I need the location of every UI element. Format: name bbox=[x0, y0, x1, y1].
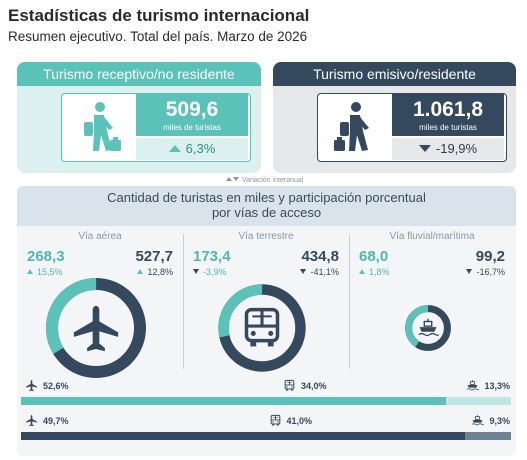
receptivo-slice bbox=[45, 278, 146, 378]
access-donut-chart bbox=[218, 284, 306, 372]
receptivo-card-title: Turismo receptivo/no residente bbox=[17, 62, 261, 86]
emisivo-value-box: 1.061,8 miles de turistas bbox=[392, 94, 504, 136]
walking-tourist-icon bbox=[84, 102, 121, 151]
emisivo-change-value: -19,9% bbox=[435, 141, 478, 156]
receptivo-share-segment bbox=[21, 397, 279, 405]
receptivo-card: Turismo receptivo/no residente 509,6 mil… bbox=[17, 62, 261, 173]
emisivo-card: Turismo emisivo/residente 1.061,8 miles … bbox=[273, 62, 516, 173]
receptivo-share-labels: 52,6% 34,0% 13,3% bbox=[17, 379, 516, 393]
emisivo-kpi: 1.061,8 miles de turistas -19,9% bbox=[317, 93, 507, 162]
receptivo-share-segment bbox=[278, 397, 446, 405]
column-divider bbox=[349, 234, 350, 369]
arrow-up-icon bbox=[137, 269, 144, 274]
emisivo-value: 1.061,8 bbox=[412, 98, 484, 121]
column-divider bbox=[183, 234, 184, 369]
receptivo-kpi: 509,6 miles de turistas 6,3% bbox=[61, 93, 251, 162]
arrow-down-icon bbox=[193, 269, 199, 274]
receptivo-route-change: -3,9% bbox=[193, 266, 231, 278]
airplane-icon bbox=[26, 380, 37, 392]
receptivo-share-label: 52,6% bbox=[25, 379, 69, 393]
receptivo-route-change: 15,5% bbox=[27, 266, 65, 278]
bus-icon bbox=[244, 307, 280, 347]
receptivo-route-stats: 68,0 1,8% bbox=[359, 248, 390, 278]
bus-icon bbox=[284, 379, 295, 391]
emisivo-route-change: -16,7% bbox=[466, 266, 505, 278]
emisivo-share-label: 49,7% bbox=[25, 414, 69, 428]
receptivo-value: 509,6 bbox=[165, 98, 219, 121]
access-column: Vía fluvial/marítima 68,0 1,8% 99,2 -16,7% bbox=[349, 228, 515, 376]
emisivo-route-stats: 527,7 12,8% bbox=[135, 248, 173, 278]
emisivo-route-change: 12,8% bbox=[135, 266, 173, 278]
receptivo-unit: miles de turistas bbox=[163, 123, 221, 132]
access-route-title: Vía aérea bbox=[78, 231, 122, 242]
access-column: Vía terrestre 173,4 -3,9% 434,8 -41,1% bbox=[183, 228, 349, 376]
variation-note-text: Variación interanual bbox=[242, 177, 304, 184]
receptivo-share-label: 13,3% bbox=[466, 379, 510, 393]
receptivo-slice bbox=[405, 305, 451, 351]
receptivo-share-bar bbox=[21, 397, 511, 405]
arrow-up-icon bbox=[27, 269, 33, 274]
page-title: Estadísticas de turismo internacional bbox=[8, 6, 310, 25]
emisivo-share-label: 41,0% bbox=[269, 414, 312, 428]
receptivo-share-label: 34,0% bbox=[283, 379, 327, 393]
emisivo-share-segment bbox=[264, 432, 466, 440]
receptivo-change-value: 6,3% bbox=[185, 141, 216, 156]
emisivo-route-stats: 99,2 -16,7% bbox=[466, 248, 505, 278]
emisivo-route-change: -41,1% bbox=[300, 266, 339, 278]
arrow-up-icon bbox=[168, 145, 181, 152]
access-column: Vía aérea 268,3 15,5% 527,7 12,8% bbox=[17, 228, 183, 378]
access-donut-chart bbox=[45, 278, 146, 378]
access-donut-chart bbox=[405, 305, 451, 351]
receptivo-route-change: 1,8% bbox=[359, 266, 390, 278]
access-routes-panel: Cantidad de turistas en miles y particip… bbox=[17, 186, 516, 456]
airplane-icon bbox=[26, 415, 37, 427]
panel-title-line2: por vías de acceso bbox=[211, 205, 322, 220]
panel-title: Cantidad de turistas en miles y particip… bbox=[17, 186, 516, 226]
arrow-down-icon bbox=[300, 269, 307, 274]
emisivo-route-value: 527,7 bbox=[135, 248, 173, 265]
page-subtitle: Resumen ejecutivo. Total del país. Marzo… bbox=[8, 29, 308, 44]
emisivo-card-title: Turismo emisivo/residente bbox=[273, 62, 516, 86]
arrow-up-icon bbox=[226, 177, 232, 181]
emisivo-unit: miles de turistas bbox=[419, 123, 477, 132]
emisivo-change: -19,9% bbox=[392, 138, 504, 160]
ship-icon bbox=[472, 415, 485, 426]
receptivo-slice bbox=[218, 284, 306, 372]
emisivo-share-segment bbox=[21, 432, 265, 440]
emisivo-share-label: 9,3% bbox=[471, 414, 510, 428]
ship-icon bbox=[467, 380, 480, 391]
emisivo-share-labels: 49,7% 41,0% 9,3% bbox=[17, 414, 516, 428]
emisivo-route-stats: 434,8 -41,1% bbox=[300, 248, 339, 278]
arrow-down-icon bbox=[418, 145, 431, 152]
access-route-title: Vía fluvial/marítima bbox=[389, 231, 475, 242]
panel-title-line1: Cantidad de turistas en miles y particip… bbox=[107, 190, 426, 205]
emisivo-route-value: 434,8 bbox=[301, 248, 339, 265]
arrow-down-icon bbox=[466, 269, 473, 274]
access-route-title: Vía terrestre bbox=[238, 231, 294, 242]
emisivo-share-bar bbox=[21, 432, 511, 440]
receptivo-value-box: 509,6 miles de turistas bbox=[136, 94, 248, 136]
receptivo-route-stats: 268,3 15,5% bbox=[27, 248, 65, 278]
receptivo-route-value: 268,3 bbox=[27, 248, 65, 265]
bus-icon bbox=[270, 414, 280, 426]
variation-note: Variación interanual bbox=[226, 177, 303, 184]
ship-icon bbox=[418, 318, 439, 337]
emisivo-route-value: 99,2 bbox=[475, 248, 505, 265]
receptivo-share-segment bbox=[445, 397, 511, 405]
receptivo-route-value: 173,4 bbox=[193, 248, 231, 265]
receptivo-change: 6,3% bbox=[136, 138, 248, 160]
arrow-down-icon bbox=[233, 177, 239, 181]
receptivo-route-stats: 173,4 -3,9% bbox=[193, 248, 231, 278]
arrow-up-icon bbox=[359, 269, 365, 274]
receptivo-route-value: 68,0 bbox=[359, 248, 389, 265]
walking-tourist-icon bbox=[334, 102, 369, 151]
airplane-icon bbox=[73, 305, 119, 352]
emisivo-share-segment bbox=[465, 432, 511, 440]
